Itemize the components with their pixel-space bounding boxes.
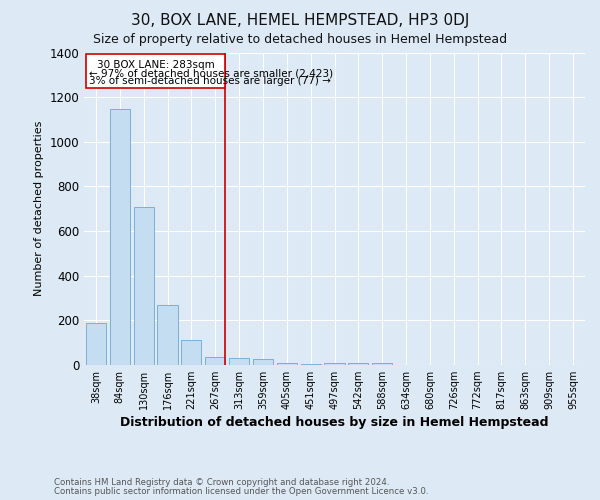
Text: 3% of semi-detached houses are larger (77) →: 3% of semi-detached houses are larger (7… — [89, 76, 331, 86]
Text: 30 BOX LANE: 283sqm: 30 BOX LANE: 283sqm — [97, 60, 214, 70]
Text: 30, BOX LANE, HEMEL HEMPSTEAD, HP3 0DJ: 30, BOX LANE, HEMEL HEMPSTEAD, HP3 0DJ — [131, 12, 469, 28]
Bar — [301, 364, 321, 365]
Text: Contains HM Land Registry data © Crown copyright and database right 2024.: Contains HM Land Registry data © Crown c… — [54, 478, 389, 487]
X-axis label: Distribution of detached houses by size in Hemel Hempstead: Distribution of detached houses by size … — [120, 416, 549, 430]
Bar — [86, 54, 225, 88]
Text: ← 97% of detached houses are smaller (2,423): ← 97% of detached houses are smaller (2,… — [89, 68, 334, 78]
Bar — [181, 340, 202, 365]
Bar — [86, 322, 106, 365]
Bar — [325, 363, 344, 365]
Bar — [134, 206, 154, 365]
Bar — [205, 357, 226, 365]
Bar — [253, 359, 273, 365]
Bar — [157, 305, 178, 365]
Bar — [229, 358, 249, 365]
Bar — [277, 363, 297, 365]
Text: Size of property relative to detached houses in Hemel Hempstead: Size of property relative to detached ho… — [93, 32, 507, 46]
Bar — [372, 363, 392, 365]
Bar — [110, 110, 130, 365]
Bar — [348, 363, 368, 365]
Text: Contains public sector information licensed under the Open Government Licence v3: Contains public sector information licen… — [54, 486, 428, 496]
Y-axis label: Number of detached properties: Number of detached properties — [34, 121, 44, 296]
